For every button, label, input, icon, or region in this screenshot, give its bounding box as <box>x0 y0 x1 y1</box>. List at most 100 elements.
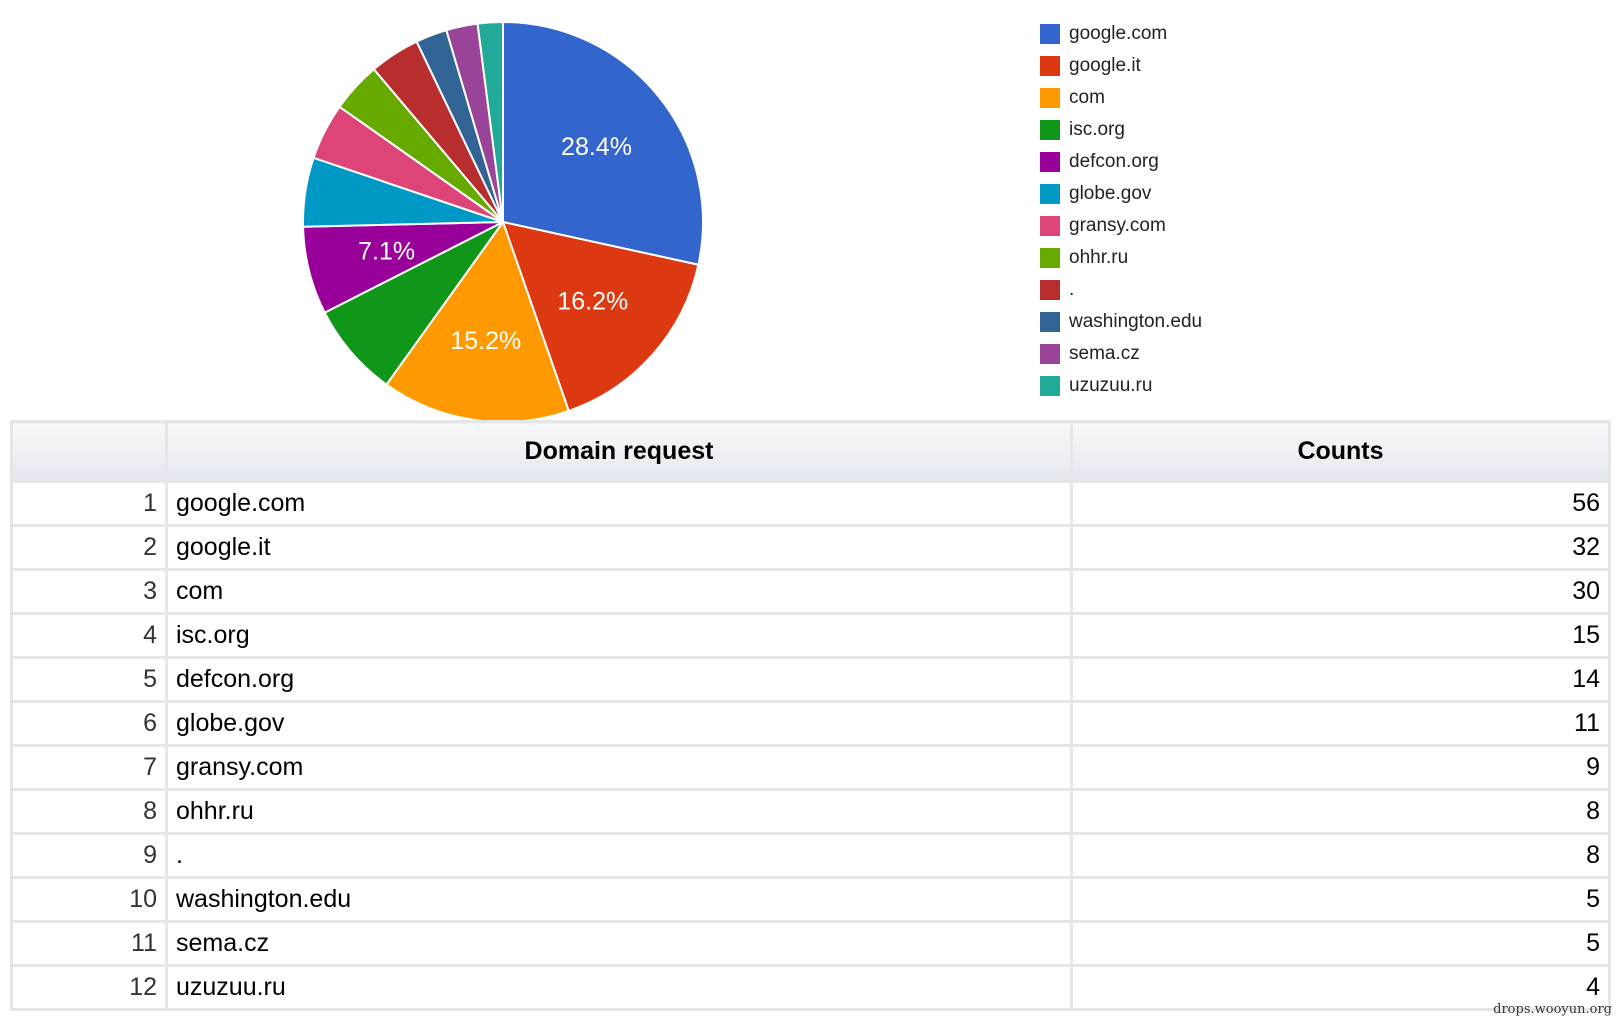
table-row[interactable]: 4 isc.org 15 <box>10 612 1611 659</box>
table-row[interactable]: 10 washington.edu 5 <box>10 876 1611 923</box>
pie-slice-4[interactable] <box>323 221 504 386</box>
row-domain: sema.cz <box>165 920 1073 967</box>
table-row[interactable]: 5 defcon.org 14 <box>10 656 1611 703</box>
legend-item[interactable]: isc.org <box>1040 114 1360 146</box>
row-domain: ohhr.ru <box>165 788 1073 835</box>
row-index: 8 <box>10 788 168 835</box>
legend-swatch <box>1040 376 1060 396</box>
legend-swatch <box>1040 88 1060 108</box>
legend-label: sema.cz <box>1069 343 1140 364</box>
row-count: 4 <box>1070 964 1611 1011</box>
legend-item[interactable]: gransy.com <box>1040 210 1360 242</box>
legend-label: isc.org <box>1069 119 1125 140</box>
legend-swatch <box>1040 280 1060 300</box>
pie-slice-3[interactable] <box>385 221 570 420</box>
row-index: 6 <box>10 700 168 747</box>
row-count: 8 <box>1070 788 1611 835</box>
row-count: 15 <box>1070 612 1611 659</box>
legend-swatch <box>1040 344 1060 364</box>
legend-item[interactable]: com <box>1040 82 1360 114</box>
legend-item[interactable]: washington.edu <box>1040 306 1360 338</box>
chart-legend: google.com google.it com isc.org defcon.org g… <box>1040 18 1360 402</box>
watermark: drops.wooyun.org <box>1493 1002 1612 1017</box>
pie-data-label: 16.2% <box>557 288 628 316</box>
legend-item[interactable]: defcon.org <box>1040 146 1360 178</box>
legend-swatch <box>1040 152 1060 172</box>
row-index: 5 <box>10 656 168 703</box>
legend-swatch <box>1040 216 1060 236</box>
legend-label: washington.edu <box>1069 311 1203 332</box>
pie-slice-2[interactable] <box>502 221 700 412</box>
table-body: 1 google.com 56 2 google.it 32 3 com 30 4 isc.org 1… <box>10 480 1611 1011</box>
row-index: 7 <box>10 744 168 791</box>
row-index: 4 <box>10 612 168 659</box>
table-row[interactable]: 8 ohhr.ru 8 <box>10 788 1611 835</box>
row-index: 9 <box>10 832 168 879</box>
legend-swatch <box>1040 24 1060 44</box>
legend-swatch <box>1040 56 1060 76</box>
row-index: 1 <box>10 480 168 527</box>
row-index: 3 <box>10 568 168 615</box>
legend-label: com <box>1069 87 1105 108</box>
row-index: 12 <box>10 964 168 1011</box>
table-row[interactable]: 2 google.it 32 <box>10 524 1611 571</box>
pie-slice-1[interactable] <box>502 21 704 266</box>
row-count: 9 <box>1070 744 1611 791</box>
legend-item[interactable]: globe.gov <box>1040 178 1360 210</box>
row-domain: google.it <box>165 524 1073 571</box>
header-index[interactable] <box>10 420 168 483</box>
row-domain: washington.edu <box>165 876 1073 923</box>
row-domain: globe.gov <box>165 700 1073 747</box>
legend-item[interactable]: google.it <box>1040 50 1360 82</box>
row-count: 11 <box>1070 700 1611 747</box>
legend-item[interactable]: . <box>1040 274 1360 306</box>
row-count: 56 <box>1070 480 1611 527</box>
row-domain: google.com <box>165 480 1073 527</box>
legend-label: defcon.org <box>1069 151 1159 172</box>
row-domain: gransy.com <box>165 744 1073 791</box>
legend-label: . <box>1069 279 1075 300</box>
legend-item[interactable]: sema.cz <box>1040 338 1360 370</box>
header-counts[interactable]: Counts <box>1070 420 1611 483</box>
legend-swatch <box>1040 248 1060 268</box>
pie-data-label: 15.2% <box>450 327 521 355</box>
row-count: 30 <box>1070 568 1611 615</box>
row-domain: uzuzuu.ru <box>165 964 1073 1011</box>
table-row[interactable]: 1 google.com 56 <box>10 480 1611 527</box>
row-domain: . <box>165 832 1073 879</box>
pie-data-label: 7.1% <box>358 237 415 265</box>
header-domain-request[interactable]: Domain request <box>165 420 1073 483</box>
table-row[interactable]: 6 globe.gov 11 <box>10 700 1611 747</box>
pie-data-label: 28.4% <box>561 133 632 161</box>
pie-slice-12[interactable] <box>476 21 504 223</box>
row-domain: isc.org <box>165 612 1073 659</box>
legend-label: globe.gov <box>1069 183 1152 204</box>
legend-label: ohhr.ru <box>1069 247 1129 268</box>
table-row[interactable]: 9.8 <box>10 832 1611 879</box>
table-header-row: Domain request Counts <box>10 420 1611 483</box>
legend-swatch <box>1040 184 1060 204</box>
legend-item[interactable]: ohhr.ru <box>1040 242 1360 274</box>
domain-request-table: Domain request Counts 1 google.com 56 2 goog… <box>10 420 1611 1011</box>
row-index: 10 <box>10 876 168 923</box>
row-count: 8 <box>1070 832 1611 879</box>
legend-label: gransy.com <box>1069 215 1166 236</box>
legend-label: google.com <box>1069 23 1168 44</box>
table-row[interactable]: 12 uzuzuu.ru 4 <box>10 964 1611 1011</box>
row-count: 5 <box>1070 920 1611 967</box>
table-row[interactable]: 7 gransy.com 9 <box>10 744 1611 791</box>
table-row[interactable]: 3 com 30 <box>10 568 1611 615</box>
legend-label: google.it <box>1069 55 1141 76</box>
pie-chart: 28.4% 16.2% 15.2% 7.1% <box>302 21 704 420</box>
row-count: 32 <box>1070 524 1611 571</box>
legend-item[interactable]: uzuzuu.ru <box>1040 370 1360 402</box>
legend-label: uzuzuu.ru <box>1069 375 1153 396</box>
legend-swatch <box>1040 312 1060 332</box>
row-domain: com <box>165 568 1073 615</box>
row-count: 14 <box>1070 656 1611 703</box>
row-index: 11 <box>10 920 168 967</box>
legend-item[interactable]: google.com <box>1040 18 1360 50</box>
table-row[interactable]: 11 sema.cz 5 <box>10 920 1611 967</box>
legend-swatch <box>1040 120 1060 140</box>
row-index: 2 <box>10 524 168 571</box>
